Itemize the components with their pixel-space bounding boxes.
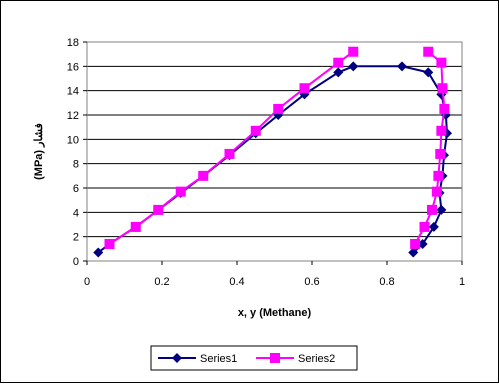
data-point-series2 [437,83,448,94]
data-point-series2 [104,238,115,249]
data-point-series1 [428,221,439,232]
data-point-series2 [348,46,359,57]
y-tick-label: 16 [67,61,79,73]
data-point-series2 [435,148,446,159]
tick-labels: 0 2 4 6 8 10 12 14 16 18 0 0.2 0.4 0.6 0.8 1 [67,37,465,288]
data-point-series2 [436,125,447,136]
data-point-series1 [333,67,344,78]
y-axis-title: (MPa) فشار [33,123,45,180]
data-point-series2 [439,103,450,114]
y-tick-label: 6 [73,183,79,195]
y-tick-label: 0 [73,256,79,268]
data-point-series1 [408,247,419,258]
y-tick-label: 2 [73,232,79,244]
data-point-series2 [433,170,444,181]
data-point-series2 [436,57,447,68]
data-point-series1 [397,61,407,72]
data-point-series2 [410,238,421,249]
data-point-series2 [423,46,434,57]
data-point-series1 [423,67,434,78]
x-tick-label: 0.2 [154,276,169,288]
y-tick-label: 8 [73,159,79,171]
x-tick-label: 0.4 [229,276,244,288]
legend: Series1 Series2 [150,345,358,371]
data-point-series2 [130,221,141,232]
y-tick-label: 14 [67,86,79,98]
plot-area [86,41,463,262]
x-tick-label: 1 [459,276,465,288]
data-point-series2 [273,103,284,114]
data-point-series2 [431,186,442,197]
legend-label-series1: Series1 [200,353,237,365]
data-point-series2 [250,125,261,136]
x-tick-label: 0.6 [304,276,319,288]
series-lines [93,46,452,258]
data-point-series1 [348,61,359,72]
data-point-series2 [333,57,344,68]
data-point-series2 [224,148,235,159]
data-point-series2 [175,186,186,197]
x-tick-label: 0.8 [379,276,394,288]
y-tick-label: 10 [67,134,79,146]
data-point-series2 [299,83,310,94]
data-point-series2 [198,170,209,181]
y-tick-label: 18 [67,37,79,49]
data-point-series1 [436,204,447,215]
legend-marker-series2 [270,353,280,363]
x-axis-title: x, y (Methane) [238,307,312,319]
y-tick-label: 12 [67,110,79,122]
data-point-series2 [419,221,430,232]
legend-label-series2: Series2 [298,353,335,365]
data-point-series1 [93,247,104,258]
y-tick-label: 4 [73,207,79,219]
data-point-series2 [153,204,164,215]
data-point-series2 [427,204,437,215]
legend-marker-series1 [172,353,182,363]
x-tick-label: 0 [84,276,90,288]
